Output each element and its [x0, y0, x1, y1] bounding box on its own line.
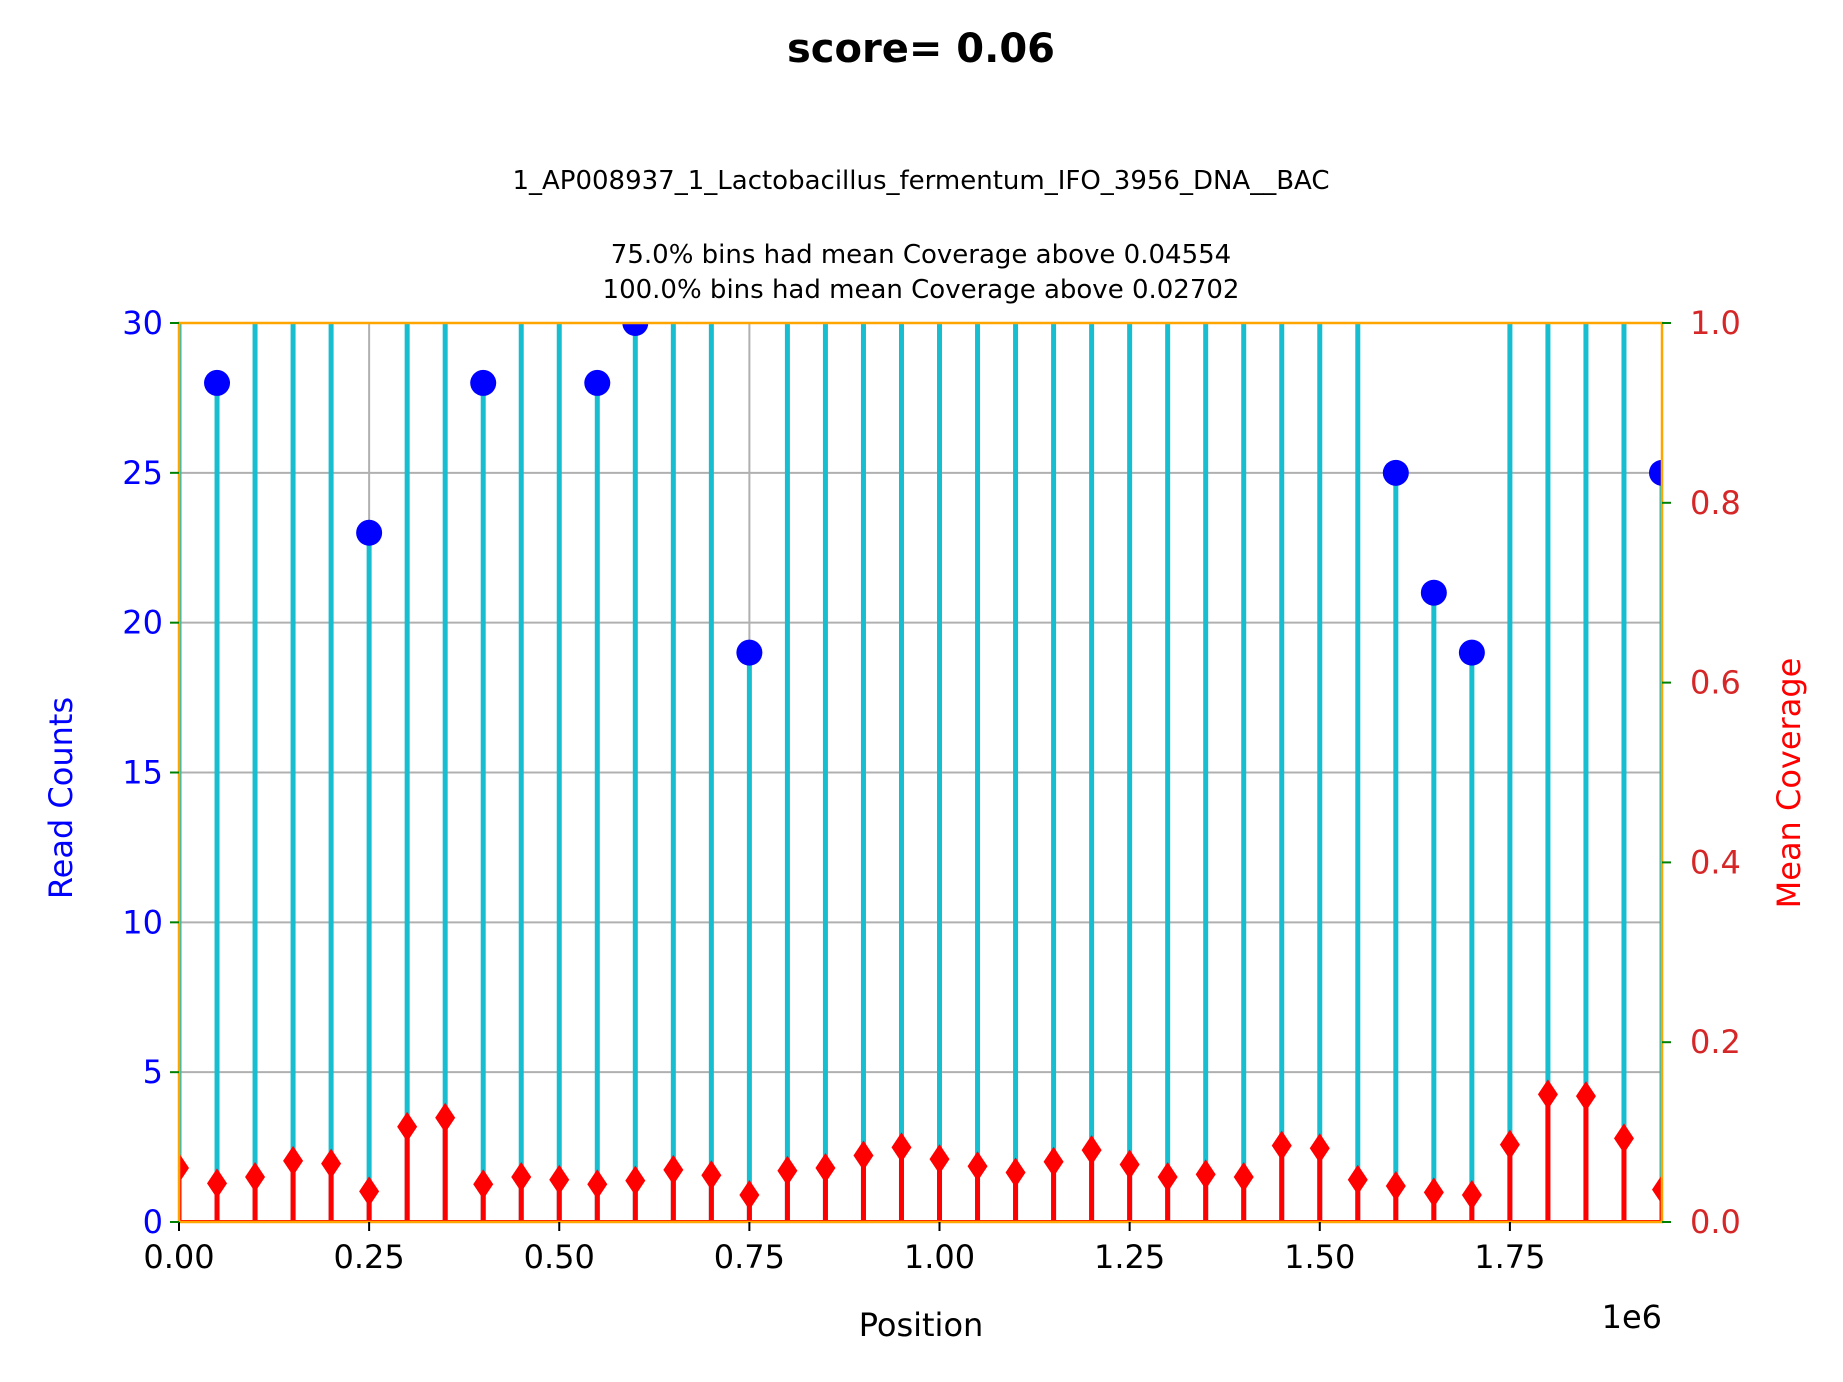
read-count-marker: [1497, 250, 1523, 276]
read-count-marker: [1649, 459, 1662, 486]
coverage-marker: [815, 1153, 836, 1184]
coverage-marker: [245, 1162, 266, 1193]
coverage-marker: [1233, 1162, 1254, 1193]
coverage-marker: [1652, 1174, 1662, 1205]
read-count-marker: [432, 250, 458, 276]
y-axis-left-label: Read Counts: [42, 697, 80, 899]
ticks: 0.00 0.25 0.50 0.75 1.00 1.25 1.50 1.75 0 5 10 15 20…: [122, 304, 1741, 1276]
coverage-marker: [435, 1102, 456, 1133]
coverage-marker: [179, 1153, 189, 1184]
coverage-marker: [1195, 1159, 1216, 1190]
x-axis-label: Position: [859, 1306, 984, 1344]
read-count-marker: [1611, 250, 1637, 276]
grid: [178, 322, 1662, 1223]
chart-subtitle-line-4: 100.0% bins had mean Coverage above 0.02…: [603, 275, 1240, 305]
y-left-tick-label: 0: [143, 1203, 163, 1241]
coverage-marker: [1005, 1157, 1026, 1188]
y-right-tick-label: 0.8: [1690, 484, 1741, 522]
y-left-tick-label: 5: [143, 1053, 163, 1091]
y-left-tick-label: 20: [122, 604, 163, 642]
coverage-marker: [1385, 1171, 1406, 1202]
x-tick-label: 0.25: [334, 1238, 405, 1276]
read-count-marker: [736, 639, 763, 666]
x-axis-offset-label: 1e6: [1602, 1298, 1662, 1336]
read-count-marker: [356, 519, 383, 546]
y-left-tick-label: 25: [122, 454, 163, 492]
chart-subtitle-line-1: 1_AP008937_1_Lactobacillus_fermentum_IFO…: [512, 166, 1329, 196]
coverage-marker: [891, 1132, 912, 1163]
read-count-marker: [204, 369, 231, 396]
x-tick-label: 0.75: [714, 1238, 785, 1276]
x-tick-label: 1.25: [1094, 1238, 1165, 1276]
y-right-tick-label: 0.2: [1690, 1023, 1741, 1061]
read-count-marker: [242, 250, 268, 276]
coverage-marker: [1423, 1177, 1444, 1208]
y-left-tick-label: 30: [122, 304, 163, 342]
read-count-marker: [318, 250, 344, 276]
coverage-marker: [1575, 1081, 1596, 1112]
read-count-marker: [1420, 579, 1447, 606]
coverage-marker: [701, 1160, 722, 1191]
coverage-marker: [511, 1162, 532, 1193]
coverage-marker: [1157, 1162, 1178, 1193]
coverage-marker: [207, 1168, 228, 1199]
y-left-tick-label: 10: [122, 903, 163, 941]
y-right-tick-label: 1.0: [1690, 304, 1741, 342]
read-count-marker: [1458, 639, 1485, 666]
read-count-marker: [470, 369, 497, 396]
y-axis-right-label: Mean Coverage: [1770, 658, 1808, 909]
coverage-marker: [283, 1145, 304, 1176]
y-left-tick-label: 15: [122, 754, 163, 792]
read-count-marker: [584, 369, 611, 396]
read-count-marker: [394, 250, 420, 276]
read-count-marker: [166, 250, 192, 276]
coverage-marker: [929, 1144, 950, 1175]
read-count-marker: [1345, 250, 1371, 276]
chart-subtitle-line-3: 75.0% bins had mean Coverage above 0.045…: [611, 240, 1231, 270]
coverage-marker: [473, 1169, 494, 1200]
x-tick-label: 0.50: [524, 1238, 595, 1276]
read-count-marker: [1573, 250, 1599, 276]
coverage-marker: [1537, 1079, 1558, 1110]
read-count-marker: [1269, 250, 1295, 276]
coverage-marker: [1271, 1130, 1292, 1161]
y-right-tick-label: 0.6: [1690, 664, 1741, 702]
read-count-marker: [280, 250, 306, 276]
coverage-marker: [587, 1169, 608, 1200]
coverage-marker: [967, 1151, 988, 1182]
coverage-marker: [397, 1111, 418, 1142]
coverage-marker: [1499, 1129, 1520, 1160]
coverage-marker: [1613, 1123, 1634, 1154]
read-count-marker: [1231, 250, 1257, 276]
x-tick-label: 1.75: [1474, 1238, 1545, 1276]
x-tick-label: 0.00: [143, 1238, 214, 1276]
chart-title: score= 0.06: [787, 26, 1055, 72]
coverage-marker: [1309, 1133, 1330, 1164]
stems: [166, 250, 1662, 1222]
coverage-marker: [549, 1164, 570, 1195]
y-right-tick-label: 0.0: [1690, 1203, 1741, 1241]
coverage-marker: [1043, 1146, 1064, 1177]
coverage-marker: [663, 1154, 684, 1185]
x-tick-label: 1.00: [904, 1238, 975, 1276]
read-count-marker: [622, 323, 649, 336]
coverage-marker: [625, 1165, 646, 1196]
read-count-marker: [1382, 459, 1409, 486]
coverage-marker: [359, 1176, 380, 1207]
read-count-marker: [1535, 250, 1561, 276]
read-count-marker: [546, 250, 572, 276]
coverage-marker: [1119, 1149, 1140, 1180]
coverage-marker: [1461, 1180, 1482, 1211]
read-count-marker: [508, 250, 534, 276]
coverage-marker: [1347, 1164, 1368, 1195]
y-right-tick-label: 0.4: [1690, 843, 1741, 881]
read-count-marker: [1307, 250, 1333, 276]
coverage-marker: [321, 1148, 342, 1179]
x-tick-label: 1.50: [1284, 1238, 1355, 1276]
coverage-marker: [1081, 1135, 1102, 1166]
coverage-marker: [853, 1140, 874, 1171]
coverage-marker: [739, 1180, 760, 1211]
coverage-marker: [777, 1155, 798, 1186]
